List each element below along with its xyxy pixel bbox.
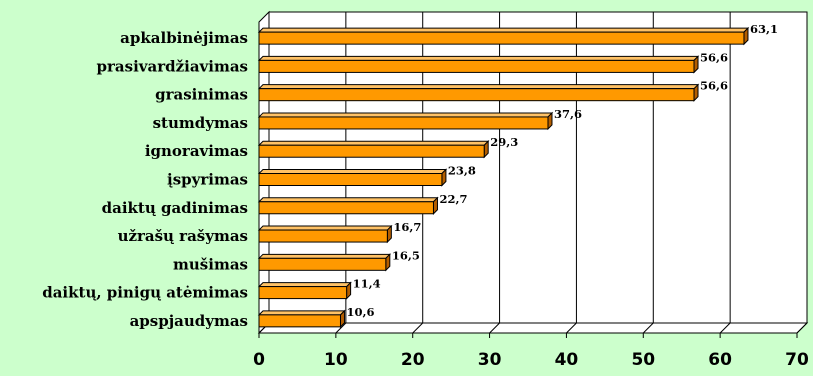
bar xyxy=(258,314,341,328)
category-label: ignoravimas xyxy=(145,142,248,160)
gridline-floor xyxy=(335,322,347,334)
category-label: mušimas xyxy=(173,255,248,273)
bar-top xyxy=(257,169,448,174)
x-tick-label: 30 xyxy=(478,350,502,370)
bar xyxy=(258,201,434,215)
gridline-floor xyxy=(412,322,424,334)
x-tick-label: 70 xyxy=(785,350,809,370)
data-label: 23,8 xyxy=(448,164,476,178)
bar-top xyxy=(257,140,490,146)
bar-top xyxy=(257,112,554,118)
bar-top xyxy=(257,310,346,316)
x-tick-label: 60 xyxy=(708,350,732,370)
bar-top xyxy=(257,27,750,33)
gridline-floor xyxy=(642,322,654,334)
data-label: 56,6 xyxy=(700,50,728,64)
data-label: 29,3 xyxy=(490,135,518,149)
data-label: 10,6 xyxy=(346,305,374,319)
bar xyxy=(258,173,443,186)
category-label: apkalbinėjimas xyxy=(120,29,248,47)
data-label: 22,7 xyxy=(439,192,467,206)
bar xyxy=(258,286,348,300)
bar xyxy=(258,31,745,45)
x-tick-label: 40 xyxy=(555,350,579,370)
bar xyxy=(258,116,549,130)
bar-top xyxy=(257,225,393,231)
category-label: daiktų, pinigų atėmimas xyxy=(42,284,248,302)
category-label: stumdymas xyxy=(153,114,248,132)
bar xyxy=(258,257,387,271)
gridline-floor xyxy=(489,322,500,334)
category-label: užrašų rašymas xyxy=(118,227,248,245)
bar-top xyxy=(257,253,392,259)
data-label: 63,1 xyxy=(750,22,778,36)
gridline-floor xyxy=(796,322,808,334)
category-label: daiktų gadinimas xyxy=(102,199,248,217)
bar-top xyxy=(257,55,700,61)
x-tick-label: 50 xyxy=(631,350,655,370)
category-label: įspyrimas xyxy=(167,171,248,189)
category-label: prasivardžiavimas xyxy=(97,57,248,75)
bar-top xyxy=(257,282,352,288)
bar xyxy=(258,88,695,102)
gridline-floor xyxy=(566,322,577,334)
gridline-floor xyxy=(719,322,731,334)
data-label: 16,7 xyxy=(393,220,421,234)
x-tick-label: 10 xyxy=(324,350,348,370)
data-label: 56,6 xyxy=(700,79,728,93)
bar xyxy=(258,229,388,243)
data-label: 11,4 xyxy=(353,277,381,291)
data-label: 16,5 xyxy=(392,248,420,262)
x-tick-label: 20 xyxy=(401,350,425,370)
x-tick-label: 0 xyxy=(253,350,265,370)
bar xyxy=(258,59,695,73)
bar xyxy=(258,144,485,158)
bar-top xyxy=(257,197,439,203)
data-label: 37,6 xyxy=(554,107,582,121)
bar-top xyxy=(257,84,700,90)
category-label: apspjaudymas xyxy=(130,312,248,330)
category-label: grasinimas xyxy=(155,86,248,104)
